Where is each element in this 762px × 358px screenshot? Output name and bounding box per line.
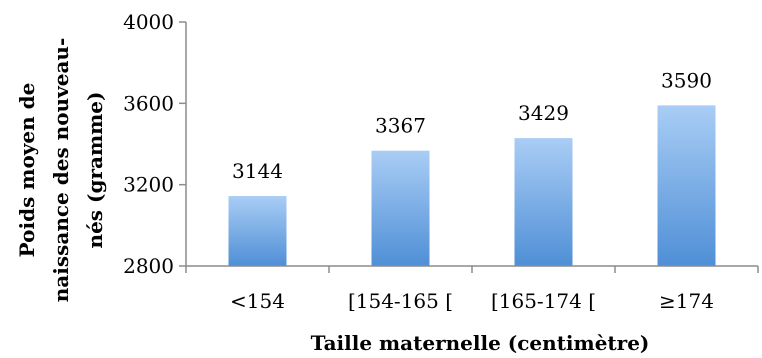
y-tick-label: 3200 bbox=[123, 173, 174, 197]
bar-value-label: 3590 bbox=[661, 68, 712, 92]
x-axis-ticks: <154 [154-165 [ [165-174 [ ≥174 bbox=[185, 266, 759, 313]
y-axis-ticks: 2800 3200 3600 4000 bbox=[123, 10, 186, 278]
bar bbox=[657, 105, 716, 266]
x-tick-label: <154 bbox=[230, 289, 285, 313]
bar bbox=[228, 196, 287, 266]
y-tick-label: 4000 bbox=[123, 10, 174, 34]
bars bbox=[228, 105, 716, 266]
bar bbox=[371, 150, 430, 266]
y-axis-title-line-3: nés (gramme) bbox=[83, 92, 107, 249]
bar-value-label: 3367 bbox=[375, 114, 426, 138]
x-axis-title: Taille maternelle (centimètre) bbox=[311, 331, 650, 355]
y-axis-title: Poids moyen de naissance des nouveau- né… bbox=[15, 38, 107, 302]
y-tick-label: 3600 bbox=[123, 91, 174, 115]
x-tick-label: ≥174 bbox=[659, 289, 714, 313]
data-labels: 3144 3367 3429 3590 bbox=[232, 68, 712, 183]
bar-value-label: 3144 bbox=[232, 159, 283, 183]
x-tick-label: [154-165 [ bbox=[348, 289, 453, 313]
y-tick-label: 2800 bbox=[123, 254, 174, 278]
y-axis-title-line-2: naissance des nouveau- bbox=[49, 38, 73, 302]
bar-value-label: 3429 bbox=[518, 101, 569, 125]
y-axis-title-line-1: Poids moyen de bbox=[15, 83, 39, 258]
x-tick-label: [165-174 [ bbox=[491, 289, 596, 313]
bar bbox=[514, 138, 573, 266]
